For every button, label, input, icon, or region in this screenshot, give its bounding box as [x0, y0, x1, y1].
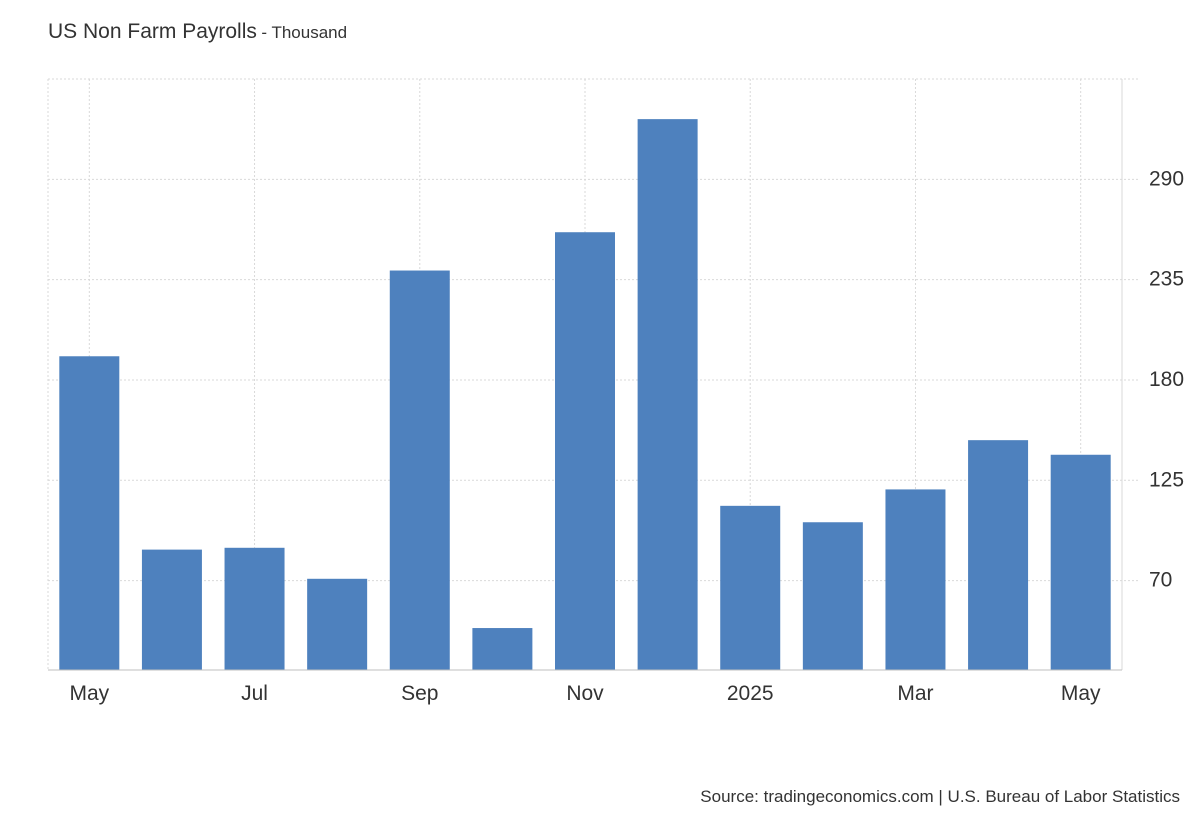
- x-tick-label: Nov: [566, 682, 604, 705]
- bar-nov-2024: [555, 232, 615, 670]
- x-tick-label: 2025: [727, 682, 774, 705]
- y-tick-label: 180: [1149, 368, 1184, 391]
- chart-title-separator: -: [261, 23, 268, 42]
- bar-apr-2025: [968, 440, 1029, 670]
- bar-dec-2024: [637, 119, 698, 670]
- bar-jun-2024: [141, 549, 202, 670]
- bar-may-2024: [59, 356, 120, 670]
- chart-title: US Non Farm Payrolls - Thousand: [48, 20, 347, 44]
- bar-may-2025: [1050, 454, 1111, 670]
- bar-mar-2025: [885, 489, 946, 670]
- y-tick-label: 235: [1149, 268, 1184, 291]
- x-tick-label: May: [69, 682, 109, 705]
- y-tick-label: 290: [1149, 167, 1184, 190]
- x-tick-label: Sep: [401, 682, 438, 705]
- source-attribution: Source: tradingeconomics.com | U.S. Bure…: [700, 787, 1180, 806]
- bar-jul-2024: [224, 547, 285, 670]
- bar-jan-2025: [720, 505, 781, 670]
- y-tick-label: 70: [1149, 569, 1172, 592]
- y-tick-label: 125: [1149, 468, 1184, 491]
- bar-aug-2024: [307, 578, 368, 670]
- x-tick-label: May: [1061, 682, 1101, 705]
- bar-oct-2024: [472, 628, 533, 670]
- x-tick-label: Mar: [897, 682, 933, 705]
- chart-title-text: US Non Farm Payrolls: [48, 20, 257, 43]
- x-tick-label: Jul: [241, 682, 268, 705]
- bar-sep-2024: [389, 270, 450, 670]
- bar-feb-2025: [802, 522, 863, 670]
- chart-unit-label: Thousand: [271, 23, 348, 42]
